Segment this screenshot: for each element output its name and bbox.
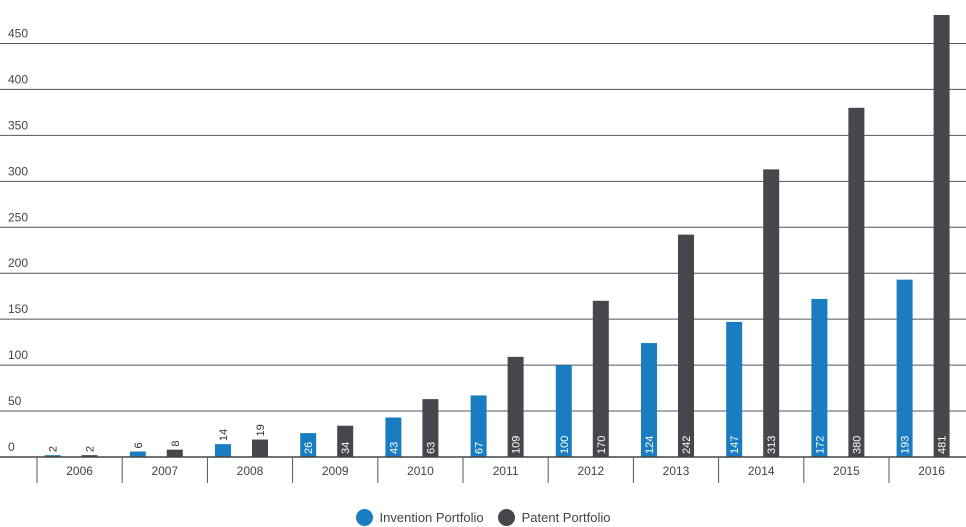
bar-invention-2008 xyxy=(215,444,231,457)
bar-invention-2016 xyxy=(896,279,913,457)
value-label-patent-2011: 109 xyxy=(511,436,523,454)
legend-item-patent: Patent Portfolio xyxy=(497,508,611,526)
bar-patent-2013 xyxy=(678,234,694,457)
value-label-invention-2009: 26 xyxy=(303,442,315,454)
value-label-patent-2014: 313 xyxy=(766,436,778,454)
value-label-invention-2008: 14 xyxy=(218,429,230,441)
value-label-invention-2007: 6 xyxy=(133,442,145,448)
x-tick-label-2015: 2015 xyxy=(833,464,860,478)
bar-invention-2012 xyxy=(555,365,572,457)
y-tick-label-300: 300 xyxy=(8,164,28,178)
value-label-invention-2016: 193 xyxy=(900,436,912,454)
y-tick-label-0: 0 xyxy=(8,440,15,454)
bar-patent-2011 xyxy=(507,356,524,457)
x-tick-label-2009: 2009 xyxy=(322,464,349,478)
x-tick-label-2006: 2006 xyxy=(66,464,93,478)
value-label-invention-2015: 172 xyxy=(814,436,826,454)
value-label-patent-2012: 170 xyxy=(596,436,608,454)
value-label-patent-2008: 19 xyxy=(255,424,267,436)
x-tick-label-2014: 2014 xyxy=(748,464,775,478)
bar-invention-2011 xyxy=(470,395,487,457)
value-label-patent-2010: 63 xyxy=(425,442,437,454)
legend-swatch-invention xyxy=(355,508,373,526)
bar-invention-2007 xyxy=(129,451,146,457)
legend-label-invention: Invention Portfolio xyxy=(379,509,484,525)
x-tick-label-2007: 2007 xyxy=(151,464,178,478)
bar-patent-2015 xyxy=(848,107,865,457)
value-label-patent-2015: 380 xyxy=(851,436,863,454)
y-tick-label-50: 50 xyxy=(8,394,22,408)
bar-patent-2009 xyxy=(337,425,354,457)
y-tick-label-250: 250 xyxy=(8,210,28,224)
legend: Invention Portfolio Patent Portfolio xyxy=(0,507,966,527)
value-label-invention-2014: 147 xyxy=(729,436,741,454)
value-label-invention-2006: 2 xyxy=(48,446,60,452)
value-label-patent-2016: 481 xyxy=(937,436,949,454)
y-tick-label-350: 350 xyxy=(8,118,28,132)
bar-invention-2015 xyxy=(811,298,828,457)
bar-invention-2013 xyxy=(641,343,657,457)
x-tick-label-2010: 2010 xyxy=(407,464,434,478)
value-label-invention-2012: 100 xyxy=(559,436,571,454)
y-tick-label-400: 400 xyxy=(8,72,28,86)
bar-invention-2006 xyxy=(44,455,61,457)
y-tick-label-200: 200 xyxy=(8,256,28,270)
y-tick-label-100: 100 xyxy=(8,348,28,362)
x-tick-label-2011: 2011 xyxy=(493,464,519,478)
bar-patent-2012 xyxy=(592,300,609,457)
value-label-invention-2013: 124 xyxy=(644,436,656,454)
bar-patent-2016 xyxy=(933,15,950,457)
x-tick-label-2008: 2008 xyxy=(237,464,264,478)
bar-patent-2007 xyxy=(166,449,183,457)
x-tick-label-2012: 2012 xyxy=(577,464,604,478)
y-tick-label-150: 150 xyxy=(8,302,28,316)
legend-swatch-patent xyxy=(497,508,515,526)
bar-patent-2008 xyxy=(252,439,268,457)
bar-invention-2010 xyxy=(385,417,402,457)
value-label-invention-2010: 43 xyxy=(388,442,400,454)
value-label-patent-2006: 2 xyxy=(85,446,97,452)
bar-patent-2014 xyxy=(763,169,780,458)
bar-invention-2009 xyxy=(300,433,317,457)
bar-patent-2006 xyxy=(81,455,98,457)
bar-invention-2014 xyxy=(726,321,743,457)
x-tick-label-2016: 2016 xyxy=(918,464,945,478)
value-label-invention-2011: 67 xyxy=(474,442,486,454)
value-label-patent-2007: 8 xyxy=(170,441,182,447)
y-tick-label-450: 450 xyxy=(8,26,28,40)
legend-item-invention: Invention Portfolio xyxy=(355,508,484,526)
value-label-patent-2013: 242 xyxy=(681,436,693,454)
value-label-patent-2009: 34 xyxy=(340,442,352,454)
bar-patent-2010 xyxy=(422,399,439,457)
legend-label-patent: Patent Portfolio xyxy=(521,509,611,525)
x-tick-label-2013: 2013 xyxy=(663,464,690,478)
